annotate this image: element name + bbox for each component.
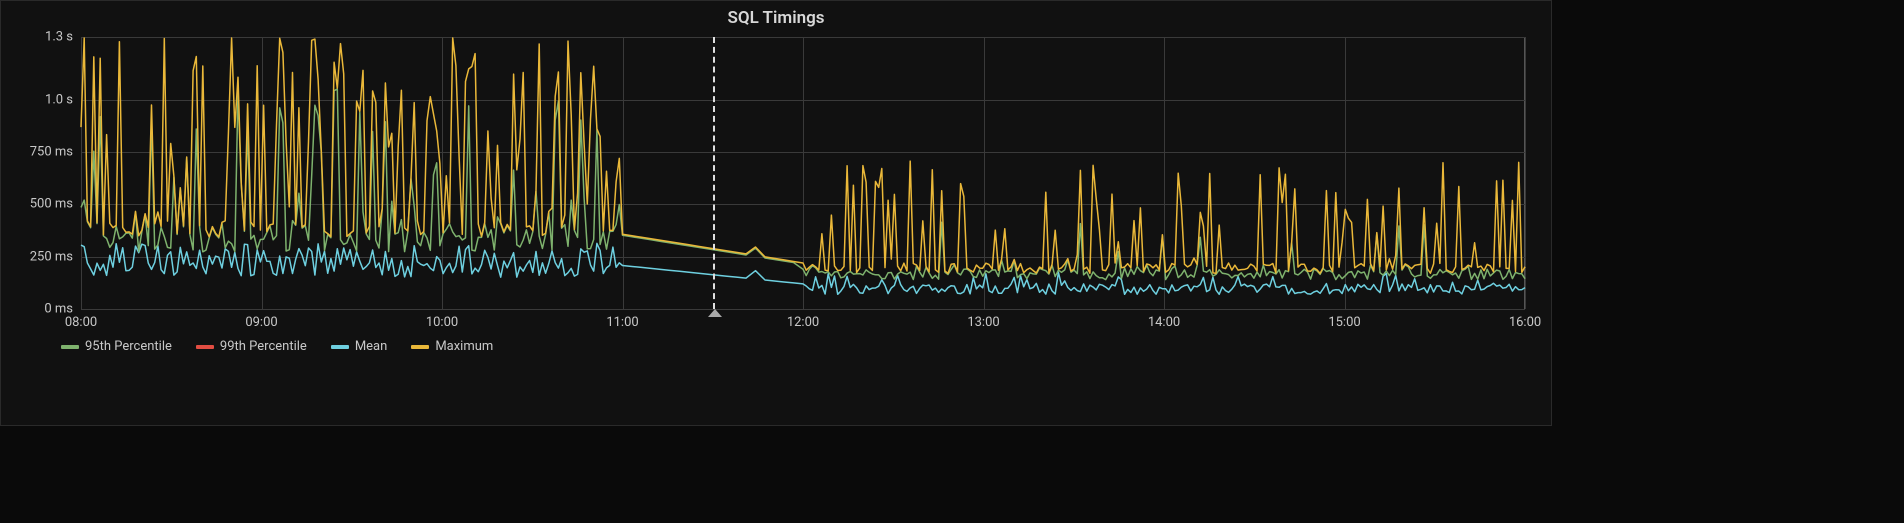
y-tick-label: 750 ms <box>30 145 73 160</box>
y-tick-label: 500 ms <box>30 197 73 212</box>
legend-label: Mean <box>355 339 388 354</box>
x-tick-label: 13:00 <box>967 315 999 330</box>
x-tick-label: 15:00 <box>1328 315 1360 330</box>
legend-label: 99th Percentile <box>220 339 307 354</box>
legend: 95th Percentile 99th Percentile Mean Maximu… <box>61 339 493 354</box>
legend-swatch <box>411 345 429 349</box>
grid-h <box>81 309 1525 310</box>
legend-item-mean[interactable]: Mean <box>331 339 388 354</box>
x-tick-label: 12:00 <box>787 315 819 330</box>
chart-panel: SQL Timings 0 ms250 ms500 ms750 ms1.0 s1… <box>0 0 1552 426</box>
x-tick-label: 11:00 <box>606 315 638 330</box>
x-tick-label: 16:00 <box>1509 315 1541 330</box>
chart-lines <box>81 37 1525 309</box>
series-max <box>81 38 1525 273</box>
x-tick-label: 10:00 <box>426 315 458 330</box>
grid-v <box>1525 37 1526 309</box>
annotation-marker-icon <box>708 309 722 317</box>
y-tick-label: 1.0 s <box>45 92 73 107</box>
legend-item-max[interactable]: Maximum <box>411 339 493 354</box>
chart-title: SQL Timings <box>1 1 1551 28</box>
legend-item-p95[interactable]: 95th Percentile <box>61 339 172 354</box>
legend-label: 95th Percentile <box>85 339 172 354</box>
legend-swatch <box>61 345 79 349</box>
y-tick-label: 250 ms <box>30 249 73 264</box>
legend-swatch <box>331 345 349 349</box>
legend-label: Maximum <box>435 339 493 354</box>
legend-item-p99[interactable]: 99th Percentile <box>196 339 307 354</box>
annotation-marker[interactable] <box>713 37 715 309</box>
x-tick-label: 09:00 <box>245 315 277 330</box>
legend-swatch <box>196 345 214 349</box>
y-tick-label: 1.3 s <box>45 30 73 45</box>
plot-area[interactable] <box>81 37 1525 309</box>
x-tick-label: 14:00 <box>1148 315 1180 330</box>
x-tick-label: 08:00 <box>65 315 97 330</box>
